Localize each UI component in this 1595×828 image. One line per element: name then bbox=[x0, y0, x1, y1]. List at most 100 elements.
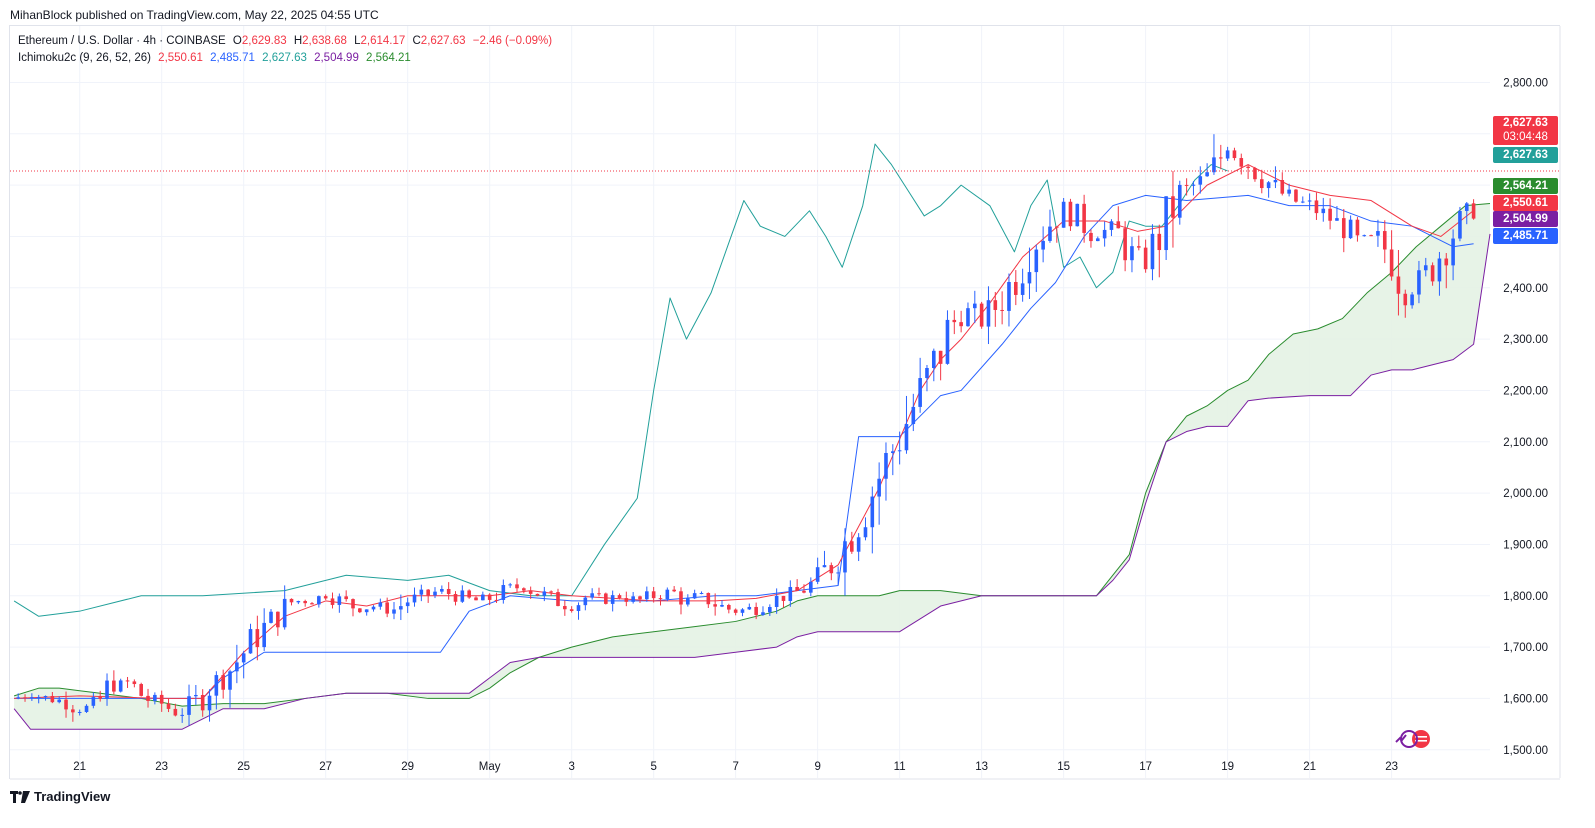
candle-body bbox=[959, 322, 963, 327]
y-tick-label: 1,900.00 bbox=[1503, 539, 1548, 551]
candle-body bbox=[207, 695, 212, 711]
candle-body bbox=[508, 584, 512, 586]
candle-body bbox=[761, 612, 765, 615]
candle-body bbox=[433, 591, 437, 596]
close-label: C bbox=[412, 35, 421, 47]
candle-body bbox=[884, 452, 888, 479]
candle-body bbox=[1041, 240, 1045, 250]
candle-body bbox=[1382, 231, 1387, 250]
x-tick-label: 9 bbox=[814, 761, 820, 773]
lagging-price-tag: 2,627.63 bbox=[1493, 147, 1558, 163]
candle-body bbox=[481, 594, 485, 601]
candle-body bbox=[1266, 182, 1271, 189]
lead-b-line bbox=[13, 233, 1491, 730]
candle-body bbox=[112, 680, 116, 692]
candle-body bbox=[1410, 294, 1414, 306]
candle-body bbox=[993, 300, 998, 310]
candle-body bbox=[522, 588, 526, 591]
candle-body bbox=[125, 680, 130, 682]
candle-body bbox=[23, 697, 27, 699]
candle-body bbox=[788, 586, 793, 601]
candle-body bbox=[665, 589, 670, 600]
candle-body bbox=[1307, 200, 1312, 202]
candle-body bbox=[597, 593, 601, 595]
flag-icon[interactable] bbox=[1393, 728, 1435, 750]
x-tick-label: 29 bbox=[401, 761, 414, 773]
candle-body bbox=[71, 709, 75, 713]
candle-body bbox=[289, 598, 294, 603]
candle-body bbox=[1034, 249, 1039, 273]
candle-body bbox=[966, 308, 970, 327]
candle-body bbox=[303, 601, 307, 604]
publisher-line: MihanBlock published on TradingView.com,… bbox=[10, 8, 379, 22]
candle-body bbox=[768, 606, 772, 613]
candle-body bbox=[1471, 203, 1476, 219]
y-tick-label: 2,100.00 bbox=[1503, 437, 1548, 449]
candle-body bbox=[1136, 246, 1141, 248]
candle-body bbox=[173, 708, 178, 716]
candle-body bbox=[467, 590, 471, 598]
candle-body bbox=[1000, 309, 1004, 311]
candle-body bbox=[43, 695, 48, 698]
candles-group bbox=[16, 134, 1476, 726]
candle-body bbox=[1300, 201, 1305, 203]
candle-body bbox=[651, 591, 656, 599]
candle-body bbox=[1143, 247, 1148, 270]
candle-body bbox=[569, 609, 574, 612]
candle-body bbox=[692, 593, 697, 599]
candle-body bbox=[1389, 249, 1394, 277]
candle-body bbox=[1095, 238, 1100, 242]
candle-body bbox=[1089, 232, 1093, 242]
change-value: −2.46 (−0.09%) bbox=[472, 35, 553, 47]
candle-body bbox=[1212, 157, 1216, 173]
candle-body bbox=[501, 585, 506, 600]
lead-b-value: 2,504.99 bbox=[314, 52, 359, 64]
candle-body bbox=[412, 594, 417, 603]
candle-body bbox=[727, 605, 731, 610]
candle-body bbox=[30, 697, 34, 699]
candle-body bbox=[36, 697, 41, 699]
x-tick-label: 5 bbox=[650, 761, 656, 773]
candle-body bbox=[720, 605, 724, 607]
candle-body bbox=[638, 596, 642, 600]
candle-body bbox=[1075, 203, 1080, 227]
candle-body bbox=[733, 609, 738, 613]
candle-body bbox=[1376, 231, 1380, 236]
candle-body bbox=[64, 699, 68, 710]
candle-body bbox=[938, 350, 943, 364]
candle-body bbox=[1020, 283, 1025, 295]
candle-body bbox=[549, 591, 553, 593]
high-label: H bbox=[293, 35, 303, 47]
candle-body bbox=[918, 378, 922, 407]
y-tick-label: 1,600.00 bbox=[1503, 693, 1548, 705]
lagging-value: 2,627.63 bbox=[262, 52, 307, 64]
candle-body bbox=[296, 601, 301, 603]
last-price-label: 2,627.63 bbox=[1503, 117, 1548, 129]
candle-body bbox=[631, 596, 635, 602]
candle-body bbox=[911, 406, 916, 425]
candle-body bbox=[1369, 235, 1373, 237]
candle-body bbox=[1198, 176, 1203, 185]
y-tick-label: 2,200.00 bbox=[1503, 385, 1548, 397]
candle-body bbox=[187, 696, 191, 715]
candle-body bbox=[474, 597, 478, 601]
candle-body bbox=[98, 697, 102, 699]
base-value: 2,485.71 bbox=[210, 52, 255, 64]
candle-body bbox=[706, 592, 711, 605]
candle-body bbox=[610, 595, 615, 604]
x-tick-label: 7 bbox=[732, 761, 738, 773]
x-tick-label: 21 bbox=[1303, 761, 1316, 773]
candle-body bbox=[973, 303, 977, 309]
candle-body bbox=[358, 608, 362, 613]
tradingview-brand[interactable]: TradingView bbox=[10, 789, 110, 804]
candle-body bbox=[371, 606, 376, 610]
candle-body bbox=[829, 565, 834, 574]
candle-body bbox=[180, 714, 184, 716]
x-tick-label: 3 bbox=[568, 761, 574, 773]
candle-body bbox=[426, 589, 430, 596]
candle-body bbox=[822, 565, 827, 568]
candle-body bbox=[1335, 218, 1339, 221]
candle-body bbox=[132, 681, 137, 685]
